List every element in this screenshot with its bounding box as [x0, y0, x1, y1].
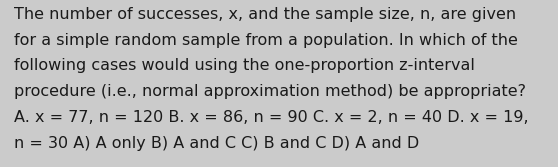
Text: A. x = 77, n = 120 B. x = 86, n = 90 C. x = 2, n = 40 D. x = 19,: A. x = 77, n = 120 B. x = 86, n = 90 C. … — [14, 110, 528, 125]
Text: n = 30 A) A only B) A and C C) B and C D) A and D: n = 30 A) A only B) A and C C) B and C D… — [14, 136, 419, 151]
Text: for a simple random sample from a population. In which of the: for a simple random sample from a popula… — [14, 33, 518, 48]
Text: following cases would using the one-proportion z-interval: following cases would using the one-prop… — [14, 58, 475, 73]
Text: procedure (i.e., normal approximation method) be appropriate?: procedure (i.e., normal approximation me… — [14, 84, 526, 99]
Text: The number of successes, x, and the sample size, n, are given: The number of successes, x, and the samp… — [14, 7, 516, 22]
